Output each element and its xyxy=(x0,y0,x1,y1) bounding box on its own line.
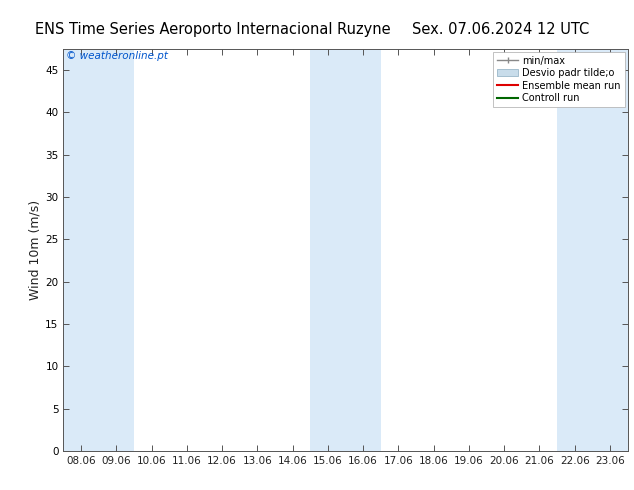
Bar xyxy=(310,49,381,451)
Bar xyxy=(557,49,628,451)
Text: © weatheronline.pt: © weatheronline.pt xyxy=(66,51,168,61)
Bar xyxy=(63,49,134,451)
Legend: min/max, Desvio padr tilde;o, Ensemble mean run, Controll run: min/max, Desvio padr tilde;o, Ensemble m… xyxy=(493,52,624,107)
Text: ENS Time Series Aeroporto Internacional Ruzyne: ENS Time Series Aeroporto Internacional … xyxy=(35,22,390,37)
Text: Sex. 07.06.2024 12 UTC: Sex. 07.06.2024 12 UTC xyxy=(412,22,590,37)
Y-axis label: Wind 10m (m/s): Wind 10m (m/s) xyxy=(28,200,41,300)
